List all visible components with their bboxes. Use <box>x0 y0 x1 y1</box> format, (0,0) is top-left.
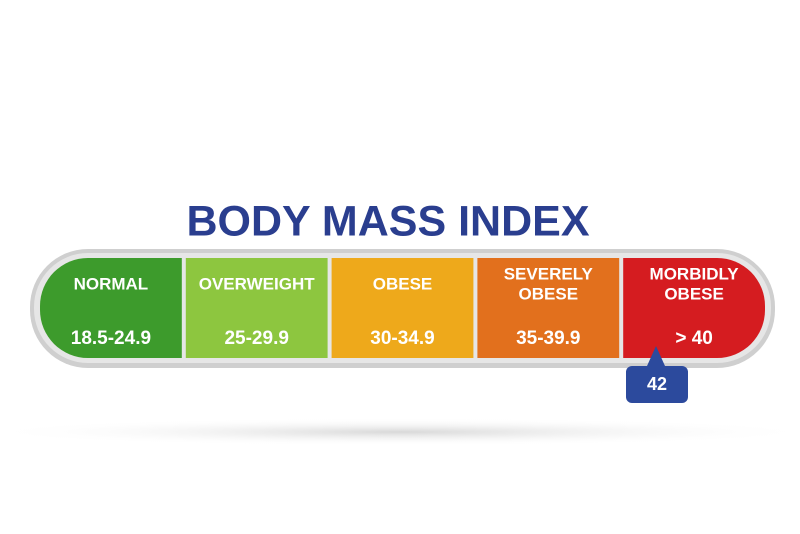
segment <box>331 258 474 358</box>
segment <box>185 258 328 358</box>
shadow <box>0 418 800 446</box>
marker: 42 <box>626 346 688 403</box>
segments <box>40 258 765 358</box>
marker-box <box>626 366 688 403</box>
segment-range: > 40 <box>675 328 713 349</box>
segment <box>40 258 182 358</box>
segment-range: 35-39.9 <box>516 328 580 349</box>
labels: NORMAL 18.5-24.9 OVERWEIGHT 25-29.9 OBESE 30-… <box>71 264 740 349</box>
segment-label: MORBIDLY <box>650 264 740 283</box>
segment <box>477 258 620 358</box>
marker-pointer <box>647 346 665 366</box>
segment-label: OBESE <box>664 284 724 303</box>
segment-label: OVERWEIGHT <box>199 274 315 293</box>
segment-label: OBESE <box>519 284 579 303</box>
marker-label: 42 <box>647 374 667 394</box>
segment-label: SEVERELY <box>504 264 594 283</box>
segment <box>623 258 765 358</box>
segment-range: 25-29.9 <box>224 328 288 349</box>
segment-range: 18.5-24.9 <box>71 328 151 349</box>
segment-range: 30-34.9 <box>370 328 434 349</box>
title: BODY MASS INDEX <box>187 197 590 245</box>
segment-label: NORMAL <box>74 274 149 293</box>
segment-label: OBESE <box>373 274 433 293</box>
